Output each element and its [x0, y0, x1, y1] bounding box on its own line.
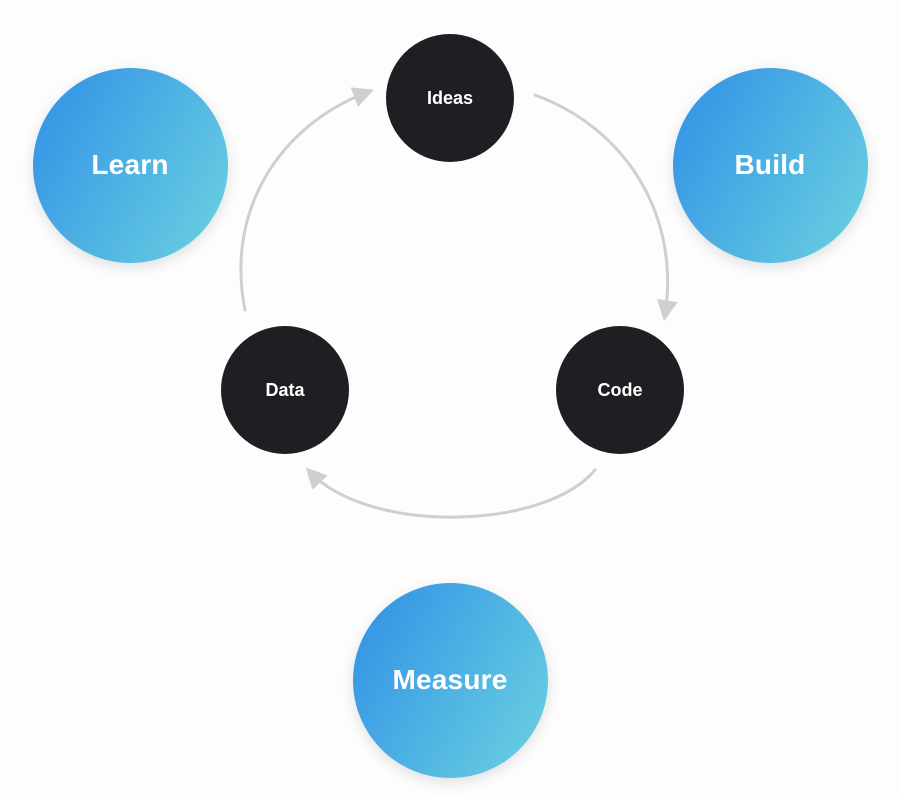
node-ideas-label: Ideas [427, 88, 473, 109]
node-measure: Measure [353, 583, 548, 778]
node-ideas: Ideas [386, 34, 514, 162]
node-code: Code [556, 326, 684, 454]
node-data: Data [221, 326, 349, 454]
node-build-label: Build [735, 149, 806, 181]
node-data-label: Data [265, 380, 304, 401]
lean-cycle-diagram: Ideas Code Data Learn Build Measure [0, 0, 900, 794]
node-learn: Learn [33, 68, 228, 263]
node-code-label: Code [598, 380, 643, 401]
arrow-code-to-data [310, 470, 595, 517]
node-learn-label: Learn [91, 149, 168, 181]
arrow-data-to-ideas [241, 92, 368, 310]
node-measure-label: Measure [392, 664, 507, 696]
node-build: Build [673, 68, 868, 263]
arrow-ideas-to-code [535, 95, 668, 315]
